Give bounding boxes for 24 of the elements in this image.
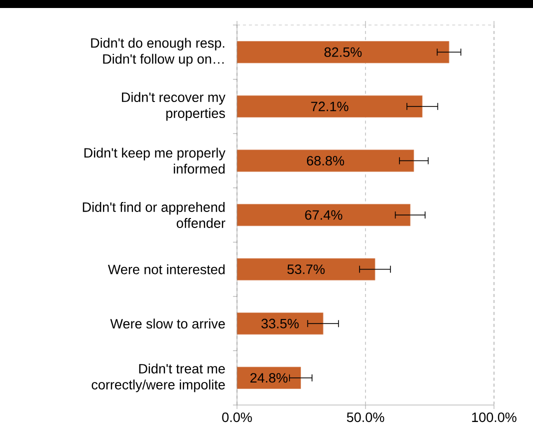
bar (236, 41, 450, 64)
y-tick-label: Didn't treat me correctly/were impolite (92, 364, 225, 392)
y-tick-label: Were slow to arrive (110, 318, 225, 329)
bar (236, 204, 410, 226)
y-tick-label: Didn't do enough resp. Didn't follow up on… (91, 38, 224, 66)
data-label: 68.8% (306, 156, 344, 166)
x-tick-label: 100.0% (472, 412, 516, 422)
bar (236, 366, 301, 389)
y-tick-label: Didn't keep me properly informed (84, 148, 226, 174)
data-label: 53.7% (287, 264, 325, 274)
data-label: 24.8% (250, 373, 288, 383)
y-tick-label: Didn't recover my properties (122, 92, 226, 121)
data-label: 67.4% (305, 210, 342, 220)
bar (236, 312, 324, 335)
bar (236, 150, 414, 172)
data-label: 72.1% (311, 102, 348, 112)
y-tick-label: Didn't find or apprehend offender (82, 202, 226, 228)
x-tick-label: 0.0% (222, 412, 252, 422)
bar (236, 95, 422, 118)
y-tick-label: Were not interested (108, 264, 225, 274)
x-tick-label: 50.0% (346, 412, 384, 422)
data-label: 82.5% (324, 47, 362, 57)
data-label: 33.5% (261, 318, 299, 328)
bar (236, 258, 376, 280)
